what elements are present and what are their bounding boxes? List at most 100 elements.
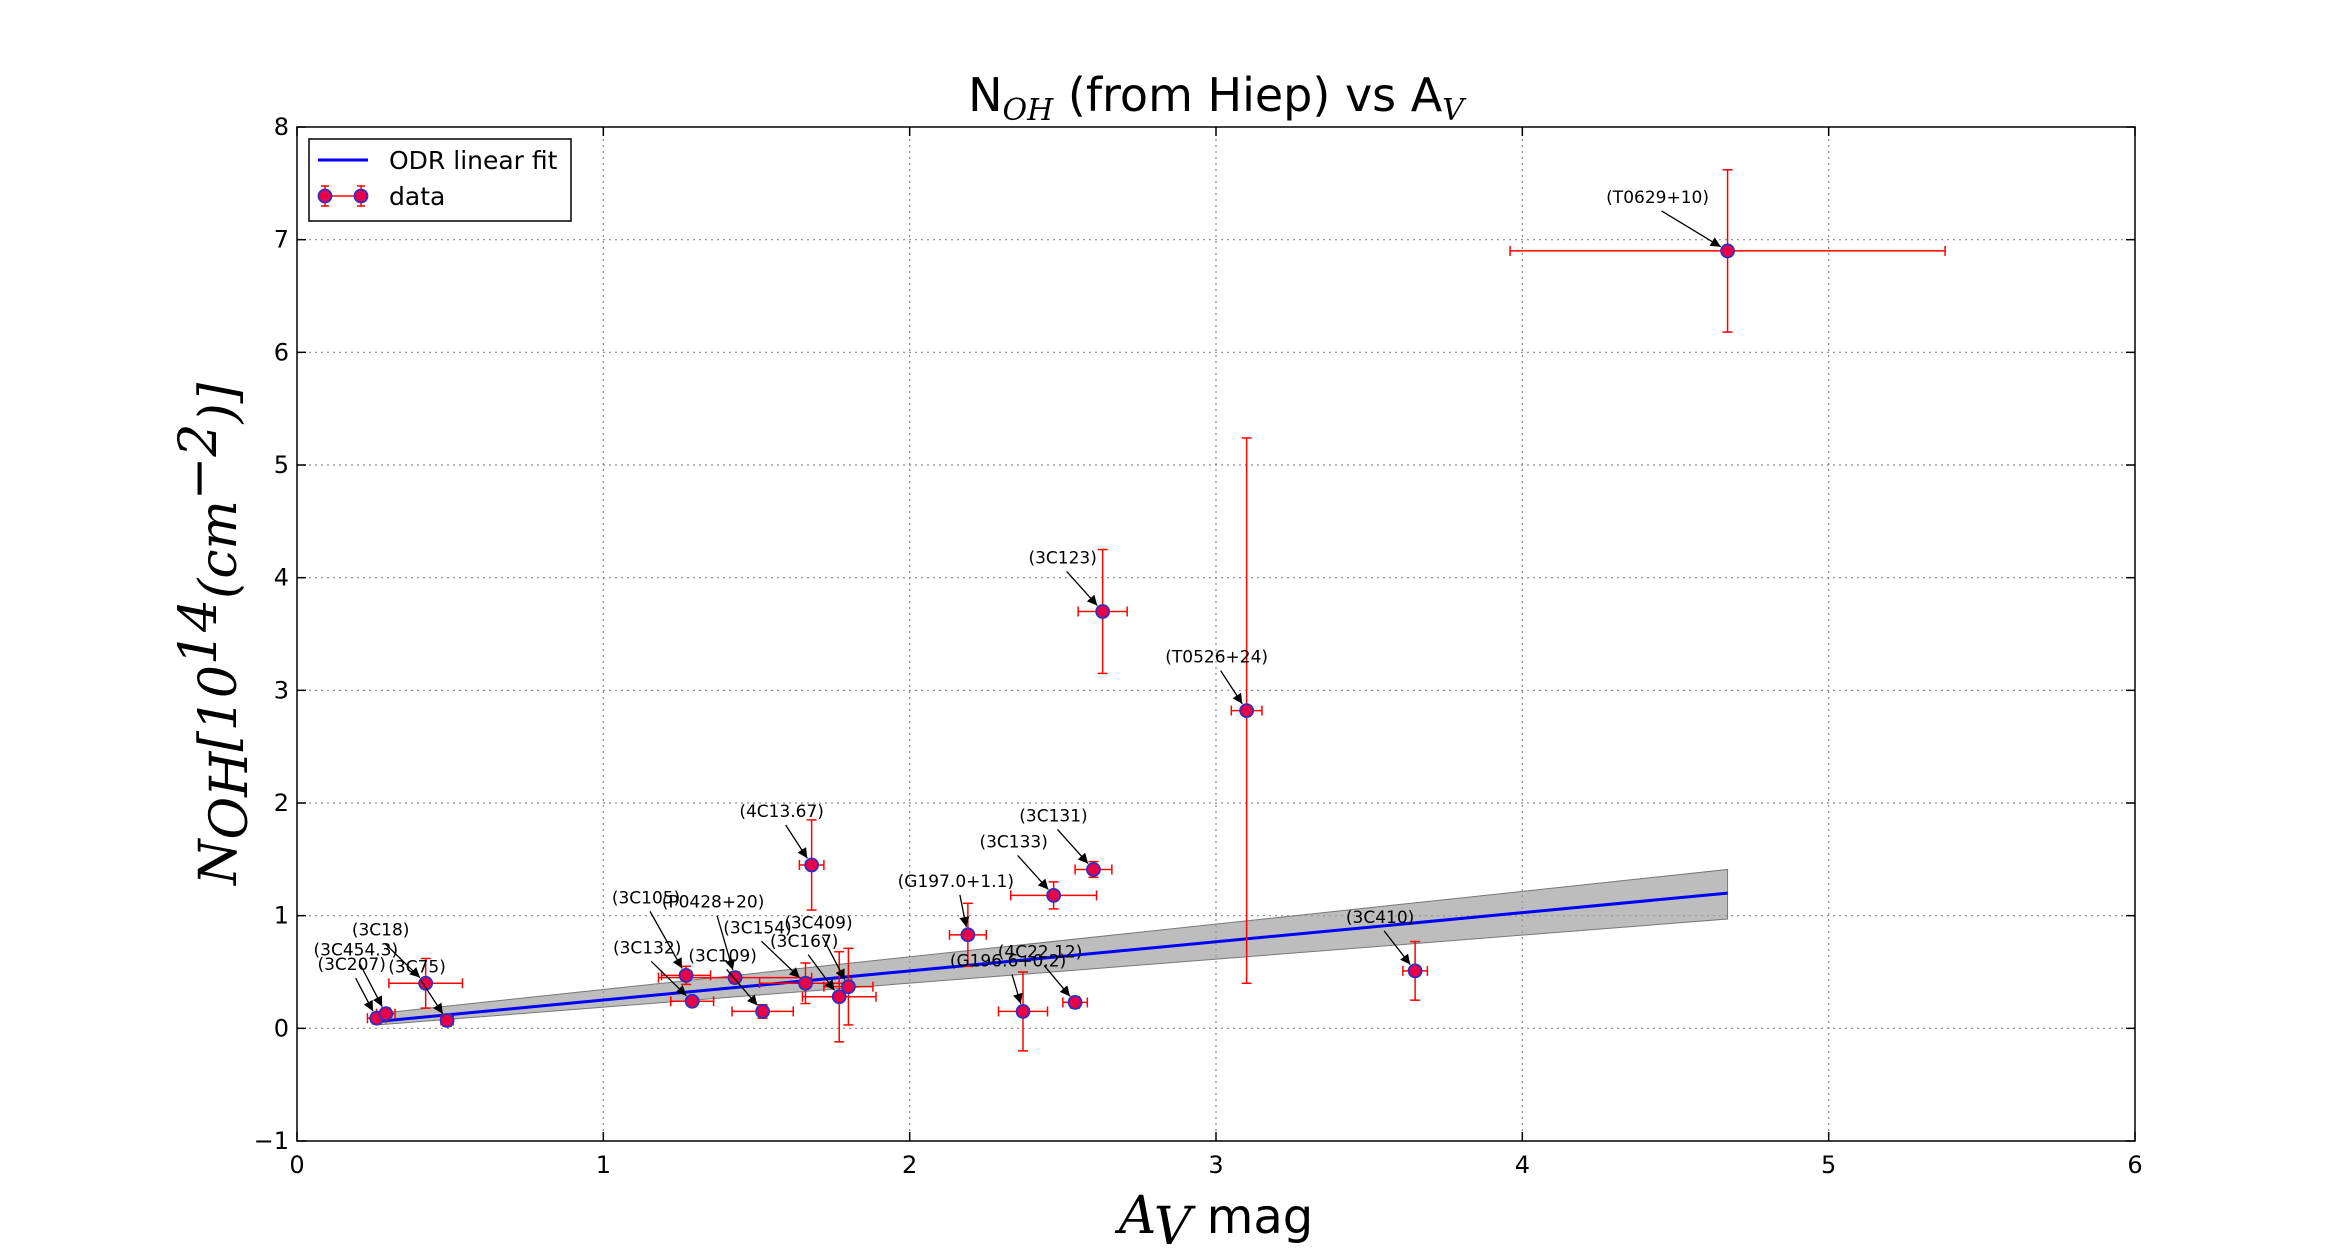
data-point: [831, 989, 847, 1005]
point-label: (3C133): [979, 832, 1047, 852]
data-points: [369, 243, 1735, 1028]
point-label: (3C207): [317, 955, 385, 975]
x-tick-label: 5: [1821, 1151, 1836, 1179]
y-tick-label: −1: [254, 1127, 289, 1155]
legend: ODR linear fit data: [308, 138, 572, 222]
point-label-arrowhead: [725, 958, 735, 970]
point-label-arrowhead: [797, 847, 808, 859]
data-point: [755, 1004, 771, 1019]
data-point: [1239, 703, 1255, 719]
data-point: [1086, 862, 1101, 877]
point-label-arrowhead: [1086, 594, 1098, 606]
data-point: [798, 975, 813, 991]
y-axis-bracket-open: [10: [189, 665, 249, 751]
point-label-arrowhead: [433, 1002, 443, 1014]
point-label-arrowhead: [1013, 992, 1023, 1004]
point-label-arrowhead: [1077, 852, 1089, 864]
point-label-arrowhead: [363, 999, 373, 1012]
data-point: [804, 857, 820, 873]
y-axis-exponent-2: −2: [169, 424, 229, 501]
y-axis-close: )]: [189, 382, 249, 424]
point-label-arrowhead: [1400, 953, 1411, 965]
x-tick-label: 0: [289, 1151, 304, 1179]
point-label-arrowhead: [835, 968, 845, 980]
data-point: [1015, 1004, 1031, 1019]
legend-label-fit: ODR linear fit: [389, 146, 558, 175]
data-point: [684, 993, 700, 1009]
point-label-arrowhead: [1709, 237, 1721, 247]
title-main-subscript: OH: [1003, 93, 1055, 128]
y-axis-var: N: [189, 838, 249, 887]
point-label-arrowhead: [789, 967, 800, 978]
data-point: [841, 979, 856, 995]
data-point: [1407, 963, 1423, 979]
y-axis-label: NOH[1014(cm−2)]: [169, 382, 260, 887]
y-tick-label: 2: [274, 789, 289, 817]
data-point: [1046, 887, 1062, 903]
point-label-arrowhead: [824, 979, 835, 991]
data-point: [960, 927, 976, 943]
point-label: (T0526+24): [1165, 648, 1268, 668]
data-point: [418, 975, 434, 991]
point-annotations: (3C207)(3C454.3)(3C18) (3C75) (3C132) (3C10…: [314, 188, 1722, 1015]
y-tick-label: 1: [274, 902, 289, 930]
legend-data-swatch: [317, 185, 369, 207]
x-axis-var: A: [1115, 1186, 1154, 1246]
point-label-arrow: [649, 911, 683, 969]
y-tick-label: 5: [274, 451, 289, 479]
x-tick-label: 4: [1515, 1151, 1530, 1179]
point-label: (3C75): [388, 957, 446, 977]
point-label: (G196.6+0.2): [950, 951, 1066, 971]
point-label: (4C22.12): [998, 942, 1083, 962]
title-rest-subscript: V: [1442, 93, 1467, 128]
data-point: [378, 1006, 394, 1022]
x-tick-label: 3: [1208, 1151, 1223, 1179]
y-axis-mid: (cm: [189, 500, 249, 599]
x-axis-label: AV mag: [1115, 1186, 1313, 1250]
point-label: (3C131): [1019, 806, 1087, 826]
point-label-arrowhead: [1037, 878, 1049, 890]
point-label-arrowhead: [675, 985, 687, 996]
y-tick-label: 7: [274, 226, 289, 254]
point-label: (G197.0+1.1): [898, 872, 1014, 892]
chart-title: NOH (from Hiep) vs AV: [968, 68, 1467, 128]
point-label: (P0428+20): [662, 893, 765, 913]
point-label-arrowhead: [1059, 985, 1070, 997]
x-axis-unit: mag: [1191, 1189, 1313, 1245]
y-tick-label: 8: [274, 113, 289, 141]
title-rest: (from Hiep) vs A: [1053, 68, 1442, 122]
x-tick-label: 2: [902, 1151, 917, 1179]
point-label-arrowhead: [959, 916, 970, 927]
grid-lines: [297, 127, 2135, 1141]
legend-swatch-marker: [317, 188, 333, 204]
point-label: (3C123): [1028, 548, 1096, 568]
y-axis-exponent: 14: [169, 599, 229, 665]
title-main: N: [968, 68, 1002, 122]
legend-swatch-marker: [353, 188, 369, 204]
data-point: [1067, 995, 1083, 1010]
legend-box: [308, 138, 572, 222]
y-axis-var-subscript: OH: [200, 750, 260, 840]
point-label-arrowhead: [672, 957, 683, 969]
point-label: (3C409): [784, 914, 852, 934]
y-tick-label: 6: [274, 338, 289, 366]
point-label: (3C109): [688, 946, 756, 966]
point-label: (3C154): [723, 918, 791, 938]
legend-label-data: data: [389, 182, 445, 211]
point-label: (3C454.3): [314, 941, 399, 961]
fit-line: [376, 891, 1728, 1024]
point-label-arrowhead: [409, 967, 420, 978]
data-point: [727, 970, 743, 986]
point-label-arrowhead: [1232, 692, 1243, 704]
y-tick-label: 0: [274, 1014, 289, 1042]
point-label-arrowhead: [747, 994, 758, 1006]
point-label: (3C18): [352, 920, 410, 940]
y-tick-label: 4: [274, 564, 289, 592]
point-label: (3C410): [1346, 908, 1414, 928]
x-axis-var-subscript: V: [1154, 1197, 1196, 1250]
data-point: [439, 1013, 455, 1028]
point-label: (3C105): [612, 888, 680, 908]
point-label-arrowhead: [373, 995, 383, 1007]
